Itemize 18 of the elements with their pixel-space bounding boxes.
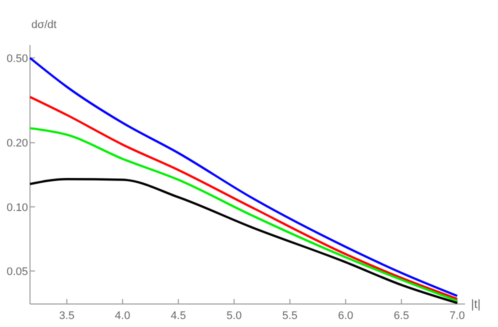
x-tick-label: 6.5 <box>394 310 410 322</box>
y-axis-title: dσ/dt <box>31 19 57 31</box>
x-tick-label: 6.0 <box>338 310 354 322</box>
x-tick-label: 3.5 <box>59 310 74 322</box>
x-axis-title: |t| <box>471 297 481 311</box>
x-tick-label: 7.0 <box>450 310 465 322</box>
line-series <box>28 127 458 302</box>
line-series <box>28 56 458 298</box>
line-series <box>28 96 458 300</box>
x-tick-label: 5.5 <box>282 310 298 322</box>
line-series <box>28 178 458 304</box>
y-tick-label: 0.05 <box>6 266 28 278</box>
y-tick-label: 0.10 <box>6 202 28 214</box>
x-tick-label: 5.0 <box>226 310 242 322</box>
x-tick-label: 4.0 <box>114 310 130 322</box>
y-tick-label: 0.50 <box>6 52 28 65</box>
x-tick-label: 4.5 <box>170 310 186 322</box>
y-tick-label: 0.20 <box>6 138 28 150</box>
